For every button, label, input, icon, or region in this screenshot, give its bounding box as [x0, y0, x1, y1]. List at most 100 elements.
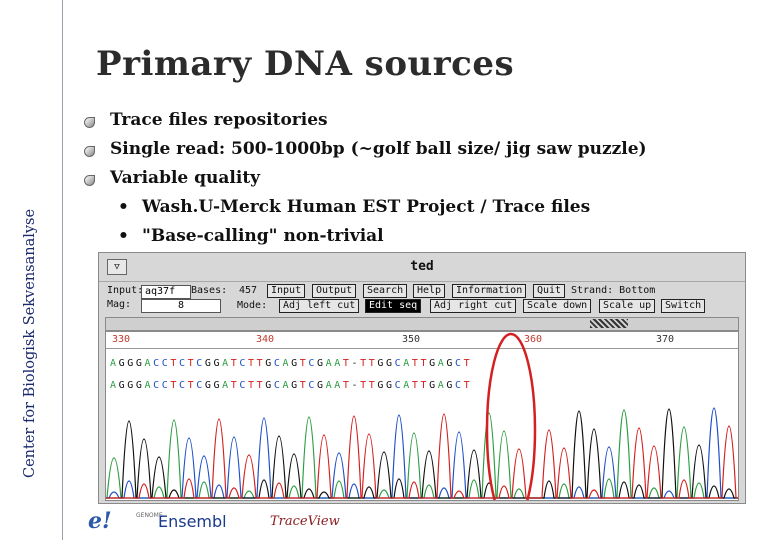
base-call: G — [213, 358, 223, 369]
base-call: A — [282, 358, 292, 369]
base-call: C — [455, 380, 464, 391]
base-call: G — [377, 358, 386, 369]
base-call: T — [411, 380, 421, 391]
ensembl-logo-small: GENOME — [136, 512, 163, 519]
base-call: A — [144, 380, 154, 391]
base-call: T — [420, 380, 430, 391]
base-call: T — [170, 358, 179, 369]
base-call: T — [463, 380, 473, 391]
base-call: A — [403, 358, 412, 369]
base-call: C — [153, 358, 162, 369]
base-call: A — [110, 358, 119, 369]
bases-value: 457 — [239, 285, 258, 296]
base-call: G — [446, 380, 455, 391]
adj-right-cut-button[interactable]: Adj right cut — [430, 299, 517, 313]
base-call-row-bottom: AGGGACCTCTCGGATCTTGCAGTCGAAT-TTGGCATTGAG… — [110, 380, 472, 391]
scrollbar-thumb[interactable] — [590, 319, 628, 328]
window-menu-button[interactable]: ▽ — [107, 259, 127, 275]
bullet-text: Trace files repositories — [110, 110, 328, 130]
base-call: T — [170, 380, 179, 391]
bases-label: Bases: — [191, 285, 228, 296]
base-call: T — [420, 358, 430, 369]
adj-left-cut-button[interactable]: Adj left cut — [279, 299, 360, 313]
bullet-icon — [84, 175, 95, 186]
base-call: C — [161, 380, 171, 391]
base-call: T — [299, 358, 309, 369]
base-call: G — [127, 380, 136, 391]
subbullet-marker: • — [118, 226, 129, 246]
base-call: G — [204, 358, 214, 369]
position-tick: 370 — [656, 334, 675, 345]
information-button[interactable]: Information — [452, 284, 527, 298]
window-titlebar: ▽ ted — [99, 253, 745, 282]
base-call: C — [394, 380, 404, 391]
search-button[interactable]: Search — [363, 284, 408, 298]
position-tick: 340 — [256, 334, 275, 345]
trace-line-G — [106, 408, 738, 499]
quit-button[interactable]: Quit — [533, 284, 566, 298]
base-call: C — [153, 380, 162, 391]
trace-line-A — [106, 409, 738, 499]
base-call: T — [248, 380, 257, 391]
base-call: G — [291, 358, 300, 369]
base-call: T — [256, 380, 266, 391]
base-call: A — [334, 380, 343, 391]
base-call: C — [308, 380, 317, 391]
horizontal-scrollbar[interactable] — [105, 317, 739, 331]
ensembl-logo-mark: e! — [88, 508, 112, 534]
input-field[interactable]: aq37f — [141, 285, 191, 299]
base-call: A — [437, 380, 447, 391]
position-tick: 360 — [524, 334, 543, 345]
base-call: T — [463, 358, 473, 369]
base-call: C — [394, 358, 404, 369]
edit-seq-button[interactable]: Edit seq — [365, 299, 422, 313]
base-call: T — [360, 380, 369, 391]
mag-field[interactable]: 8 — [141, 299, 221, 313]
base-call: G — [127, 358, 136, 369]
base-call: G — [291, 380, 300, 391]
base-call: C — [273, 358, 283, 369]
mag-label: Mag: — [107, 299, 132, 310]
position-tick: 350 — [402, 334, 421, 345]
trace-line-T — [106, 413, 738, 499]
base-call: T — [187, 358, 197, 369]
base-call: - — [351, 358, 361, 369]
output-button[interactable]: Output — [312, 284, 357, 298]
base-call: C — [196, 380, 205, 391]
help-button[interactable]: Help — [413, 284, 446, 298]
switch-button[interactable]: Switch — [661, 299, 706, 313]
subbullet-marker: • — [118, 197, 129, 217]
base-call: A — [282, 380, 292, 391]
base-call: G — [317, 380, 326, 391]
trace-viewer-window: ▽ ted Input: aq37f Bases: 457 Input Outp… — [98, 252, 746, 504]
base-call: G — [265, 358, 274, 369]
subbullet-text: Wash.U-Merck Human EST Project / Trace f… — [142, 197, 591, 217]
base-call: - — [351, 380, 361, 391]
scale-down-button[interactable]: Scale down — [523, 299, 592, 313]
base-call: G — [429, 380, 438, 391]
highlight-circle — [485, 332, 537, 500]
bullet-icon — [84, 146, 95, 157]
sidebar-vertical-text: Center for Biologisk Sekvensanalyse — [22, 208, 38, 478]
base-call: G — [204, 380, 214, 391]
ruler-divider — [106, 348, 738, 349]
base-call: T — [368, 358, 378, 369]
strand-label: Strand: Bottom — [571, 285, 656, 296]
slide-title: Primary DNA sources — [96, 44, 515, 84]
input-button[interactable]: Input — [267, 284, 306, 298]
base-call: A — [144, 358, 154, 369]
ensembl-logo-text: Ensembl — [158, 512, 227, 531]
base-call: A — [437, 358, 447, 369]
scale-up-button[interactable]: Scale up — [599, 299, 656, 313]
bullet-text: Variable quality — [110, 168, 261, 188]
base-call: G — [317, 358, 326, 369]
base-call: G — [386, 358, 395, 369]
base-call: C — [161, 358, 171, 369]
base-call: T — [411, 358, 421, 369]
input-label: Input: — [107, 285, 144, 296]
base-call: A — [325, 358, 335, 369]
base-call: G — [118, 380, 128, 391]
base-call: C — [273, 380, 283, 391]
base-call: C — [239, 380, 248, 391]
base-call: T — [342, 380, 352, 391]
